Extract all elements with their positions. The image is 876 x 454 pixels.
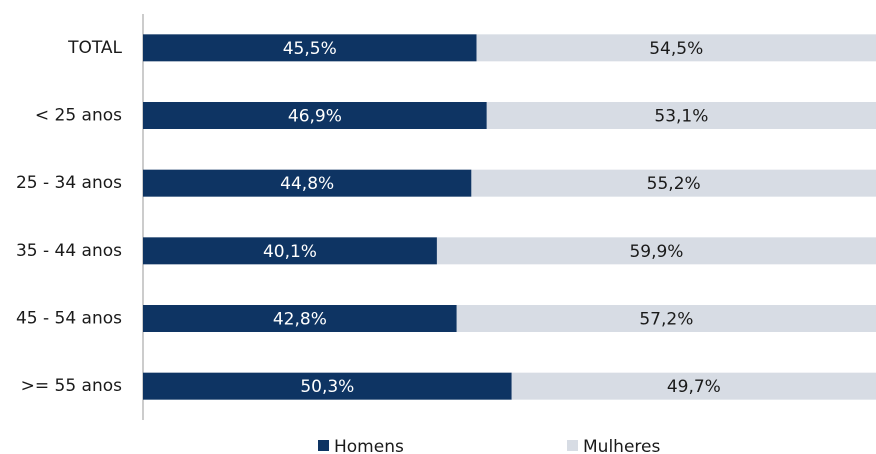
bar-segment (143, 102, 487, 129)
data-label: 44,8% (280, 174, 334, 194)
bar-segment (143, 34, 477, 62)
bar-segment (456, 305, 876, 332)
bar-segment (471, 169, 876, 197)
data-label: 53,1% (654, 107, 708, 127)
category-label: 35 - 44 anos (16, 241, 122, 261)
legend-label: Mulheres (583, 437, 660, 454)
bar-segment (511, 372, 876, 400)
category-label: 45 - 54 anos (16, 309, 122, 329)
category-label: >= 55 anos (21, 376, 123, 396)
data-label: 42,8% (273, 310, 327, 330)
legend-swatch (318, 440, 329, 451)
data-label: 46,9% (288, 107, 342, 127)
bar-segment (486, 102, 876, 129)
bar-segment (143, 372, 512, 400)
legend-swatch (567, 440, 578, 451)
legend-label: Homens (334, 437, 404, 454)
category-label: TOTAL (67, 38, 122, 58)
bar-segment (476, 34, 876, 62)
data-label: 57,2% (639, 310, 693, 330)
data-label: 55,2% (647, 174, 701, 194)
data-label: 40,1% (263, 242, 317, 262)
data-label: 50,3% (300, 377, 354, 397)
data-label: 59,9% (629, 242, 683, 262)
data-label: 45,5% (283, 39, 337, 59)
bar-segment (143, 305, 457, 332)
data-label: 54,5% (649, 39, 703, 59)
bar-segment (143, 169, 472, 197)
bar-segment (143, 237, 437, 265)
category-label: < 25 anos (35, 106, 122, 126)
data-label: 49,7% (667, 377, 721, 397)
bar-segment (436, 237, 876, 265)
category-label: 25 - 34 anos (16, 173, 122, 193)
